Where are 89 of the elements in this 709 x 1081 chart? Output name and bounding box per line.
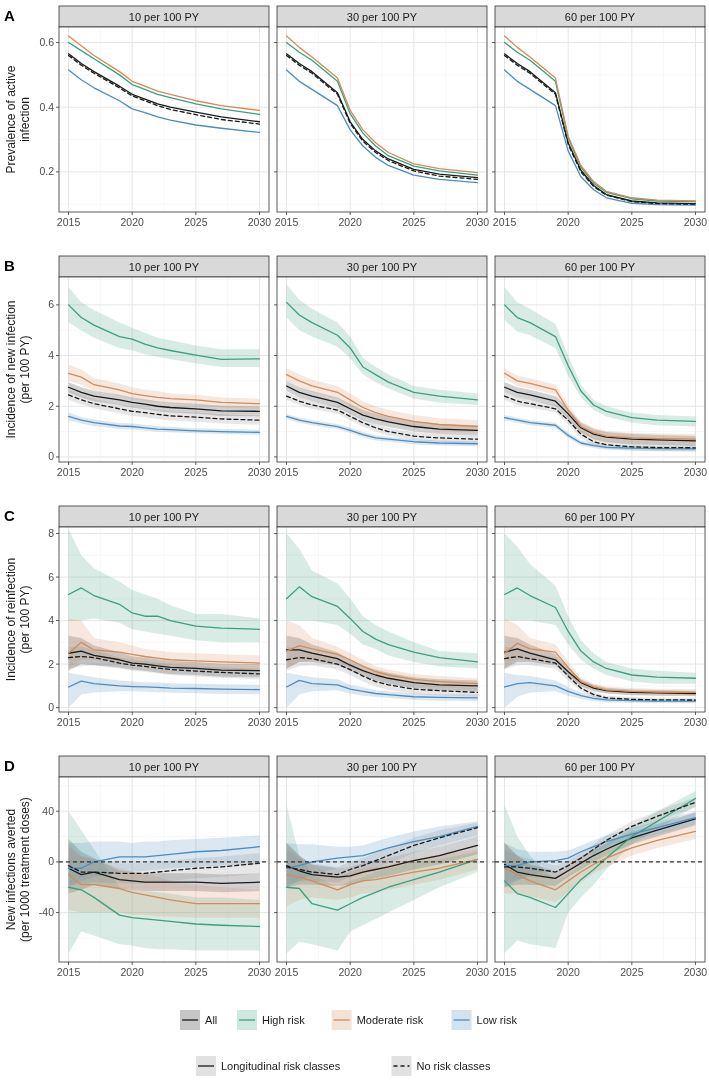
x-tick-label: 2015 (492, 466, 517, 478)
x-tick-label: 2015 (56, 216, 81, 228)
legend-label: No risk classes (416, 1060, 491, 1072)
y-tick-label: 0 (48, 855, 55, 868)
y-axis-title: Incidence of reinfection (per 100 PY) (4, 557, 32, 682)
text: B (4, 257, 15, 274)
x-tick-label: 2025 (184, 966, 208, 978)
chart-title: 30 per 100 PY (346, 10, 418, 23)
legend-label: Moderate risk (356, 1014, 424, 1026)
x-tick-label: 2030 (465, 716, 490, 728)
x-tick-label: 2020 (556, 466, 581, 478)
x-tick-label: 2030 (683, 466, 708, 478)
y-tick-label: 0.6 (39, 36, 55, 49)
chart-title: 60 per 100 PY (564, 10, 636, 23)
x-tick-label: 2025 (620, 216, 644, 228)
x-tick-label: 2030 (247, 466, 272, 478)
y-axis-title: Prevalence of active infection (4, 65, 32, 174)
x-tick-label: 2025 (620, 966, 644, 978)
chart-title: 30 per 100 PY (346, 510, 418, 523)
y-tick-label: 6 (48, 298, 55, 311)
x-tick-label: 2030 (465, 966, 490, 978)
x-tick-label: 2015 (56, 466, 81, 478)
x-tick-label: 2030 (247, 216, 272, 228)
chart-title: 10 per 100 PY (128, 760, 200, 773)
x-tick-label: 2020 (120, 966, 145, 978)
x-tick-label: 2025 (184, 466, 208, 478)
x-tick-label: 2015 (56, 966, 81, 978)
x-tick-label: 2025 (402, 966, 426, 978)
x-tick-label: 2020 (120, 216, 145, 228)
x-tick-label: 2030 (465, 216, 490, 228)
y-tick-label: 4 (48, 349, 55, 362)
x-tick-label: 2020 (338, 716, 363, 728)
y-axis-title: Incidence of new infection (per 100 PY) (4, 300, 32, 439)
x-tick-label: 2030 (683, 716, 708, 728)
x-tick-label: 2020 (556, 966, 581, 978)
x-tick-label: 2015 (56, 716, 81, 728)
chart-title: 60 per 100 PY (564, 260, 636, 273)
x-tick-label: 2015 (492, 716, 517, 728)
chart-title: 30 per 100 PY (346, 260, 418, 273)
chart-title: 30 per 100 PY (346, 760, 418, 773)
x-tick-label: 2020 (338, 466, 363, 478)
x-tick-label: 2025 (184, 716, 208, 728)
x-tick-label: 2030 (247, 716, 272, 728)
x-tick-label: 2025 (402, 716, 426, 728)
y-tick-label: 2 (48, 399, 55, 412)
chart-title: 10 per 100 PY (128, 260, 200, 273)
y-tick-label: 0.4 (39, 100, 55, 113)
x-tick-label: 2030 (683, 966, 708, 978)
x-tick-label: 2015 (274, 466, 299, 478)
y-tick-label: 0 (48, 450, 55, 463)
x-tick-label: 2025 (184, 216, 208, 228)
legend-label: All (205, 1014, 218, 1026)
x-tick-label: 2020 (556, 216, 581, 228)
text: A (4, 7, 15, 24)
x-tick-label: 2025 (402, 466, 426, 478)
x-tick-label: 2030 (683, 216, 708, 228)
x-tick-label: 2020 (120, 466, 145, 478)
x-tick-label: 2025 (402, 216, 426, 228)
y-tick-label: 2 (48, 657, 55, 670)
x-tick-label: 2015 (274, 966, 299, 978)
legend-label: High risk (261, 1014, 306, 1026)
x-tick-label: 2020 (120, 716, 145, 728)
y-tick-label: 6 (48, 570, 55, 583)
x-tick-label: 2015 (274, 716, 299, 728)
x-tick-label: 2020 (338, 966, 363, 978)
x-tick-label: 2015 (492, 216, 517, 228)
chart-title: 10 per 100 PY (128, 510, 200, 523)
chart-title: 60 per 100 PY (564, 760, 636, 773)
x-tick-label: 2025 (620, 466, 644, 478)
y-axis-title: New infections averted (per 1000 treatment doses) (4, 797, 32, 942)
x-tick-label: 2020 (338, 216, 363, 228)
y-tick-label: -40 (38, 906, 55, 919)
x-tick-label: 2015 (274, 216, 299, 228)
chart-title: 10 per 100 PY (128, 10, 200, 23)
y-tick-label: 40 (42, 804, 55, 817)
x-tick-label: 2030 (247, 966, 272, 978)
legend-label: Low risk (476, 1014, 518, 1026)
y-tick-label: 8 (48, 527, 55, 540)
text: Longitudinal risk classes (221, 1060, 341, 1072)
x-tick-label: 2030 (465, 466, 490, 478)
y-tick-label: 0.2 (39, 165, 55, 178)
chart-title: 60 per 100 PY (564, 510, 636, 523)
text: D (4, 757, 15, 774)
x-tick-label: 2020 (556, 716, 581, 728)
y-tick-label: 4 (48, 614, 55, 627)
text: C (4, 507, 15, 524)
y-tick-label: 0 (48, 701, 55, 714)
x-tick-label: 2015 (492, 966, 517, 978)
x-tick-label: 2025 (620, 716, 644, 728)
